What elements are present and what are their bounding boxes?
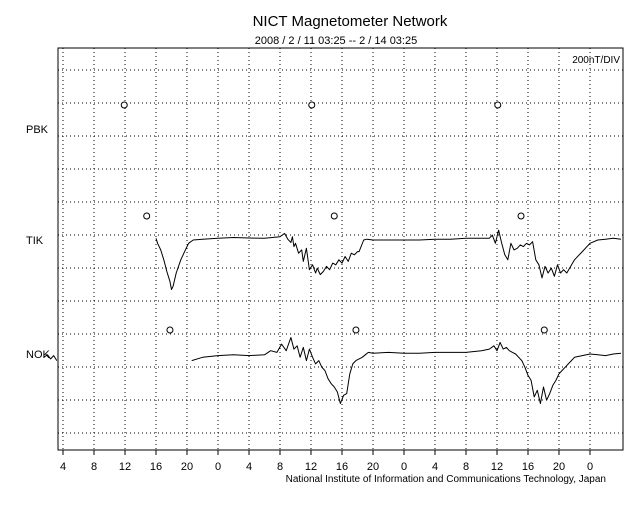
- x-tick-label: 4: [432, 461, 438, 473]
- station-labels: PBK TIK NOK: [26, 124, 51, 361]
- footer-credit: National Institute of Information and Co…: [286, 474, 606, 485]
- plot-frame: [57, 47, 624, 451]
- local-noon-markers: [120, 101, 548, 334]
- noon-marker: [517, 212, 525, 220]
- x-tick-label: 8: [277, 461, 283, 473]
- x-tick-label: 16: [336, 461, 348, 473]
- x-tick-label: 0: [215, 461, 221, 473]
- x-tick-label: 12: [491, 461, 503, 473]
- trace-nok: [43, 337, 622, 404]
- x-tick-label: 12: [119, 461, 131, 473]
- station-label: PBK: [26, 124, 49, 136]
- grid-layer: [58, 48, 623, 450]
- x-tick-label: 0: [401, 461, 407, 473]
- x-axis-ticks: 4 8 12 16 20 0 4 8 12 16 20 0 4 8 12 16 20 0: [60, 450, 593, 473]
- noon-marker: [143, 212, 151, 220]
- x-tick-label: 4: [60, 461, 66, 473]
- noon-marker: [330, 212, 338, 220]
- x-tick-label: 12: [305, 461, 317, 473]
- trace-tik: [155, 229, 622, 290]
- chart-title: NICT Magnetometer Network: [253, 13, 448, 30]
- x-tick-label: 16: [150, 461, 162, 473]
- x-tick-label: 16: [522, 461, 534, 473]
- noon-marker: [352, 326, 360, 334]
- noon-marker: [120, 101, 128, 109]
- noon-marker: [166, 326, 174, 334]
- x-tick-label: 8: [91, 461, 97, 473]
- noon-marker: [308, 101, 316, 109]
- station-traces: [43, 229, 622, 404]
- noon-marker: [494, 101, 502, 109]
- x-tick-label: 0: [587, 461, 593, 473]
- x-tick-label: 8: [463, 461, 469, 473]
- noon-marker: [540, 326, 548, 334]
- station-label: NOK: [26, 349, 51, 361]
- x-tick-label: 4: [246, 461, 252, 473]
- x-tick-label: 20: [367, 461, 379, 473]
- chart-subtitle: 2008 / 2 / 11 03:25 -- 2 / 14 03:25: [255, 35, 417, 47]
- x-tick-label: 20: [181, 461, 193, 473]
- x-tick-label: 20: [553, 461, 565, 473]
- scale-label: 200nT/DIV: [572, 55, 620, 66]
- station-label: TIK: [26, 235, 44, 247]
